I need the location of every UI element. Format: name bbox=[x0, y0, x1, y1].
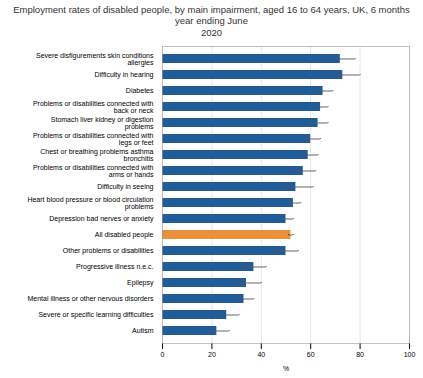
svg-text:Difficulty in hearing: Difficulty in hearing bbox=[94, 71, 153, 79]
svg-text:Problems or disabilities conne: Problems or disabilities connected withb… bbox=[33, 100, 154, 114]
svg-text:Chest or breathing problems as: Chest or breathing problems asthmabronch… bbox=[40, 148, 154, 162]
svg-text:Difficulty in seeing: Difficulty in seeing bbox=[97, 183, 153, 191]
svg-text:Epilepsy: Epilepsy bbox=[127, 279, 154, 287]
svg-text:All disabled people: All disabled people bbox=[95, 231, 154, 239]
svg-text:%: % bbox=[283, 365, 289, 372]
svg-text:Other problems or disabilities: Other problems or disabilities bbox=[63, 247, 154, 255]
svg-text:Mental illness or other nervou: Mental illness or other nervous disorder… bbox=[27, 295, 154, 302]
svg-text:40: 40 bbox=[257, 352, 265, 359]
svg-text:Stomach liver kidney or digest: Stomach liver kidney or digestionproblem… bbox=[51, 116, 154, 131]
svg-text:60: 60 bbox=[307, 352, 315, 359]
svg-text:Heart blood pressure or blood: Heart blood pressure or blood circulatio… bbox=[27, 196, 154, 211]
svg-text:0: 0 bbox=[161, 352, 165, 359]
svg-text:80: 80 bbox=[356, 352, 364, 359]
svg-text:Problems or disabilities conne: Problems or disabilities connected withl… bbox=[33, 132, 154, 147]
html-text:Employment rates of disabled p: Employment rates of disabled people, by … bbox=[13, 4, 410, 38]
svg-text:100: 100 bbox=[404, 352, 416, 359]
svg-text:Autism: Autism bbox=[132, 327, 154, 334]
svg-text:Severe or specific learning di: Severe or specific learning difficulties bbox=[38, 311, 154, 319]
svg-text:Severe disfigurements skin con: Severe disfigurements skin conditionsall… bbox=[36, 52, 154, 67]
svg-text:20: 20 bbox=[208, 352, 216, 359]
svg-text:Depression bad nerves or anxie: Depression bad nerves or anxiety bbox=[49, 215, 154, 223]
svg-text:Problems or disabilities conne: Problems or disabilities connected witha… bbox=[33, 164, 154, 178]
svg-text:Diabetes: Diabetes bbox=[126, 87, 154, 94]
svg-text:Progressive illness n.e.c.: Progressive illness n.e.c. bbox=[76, 263, 153, 271]
